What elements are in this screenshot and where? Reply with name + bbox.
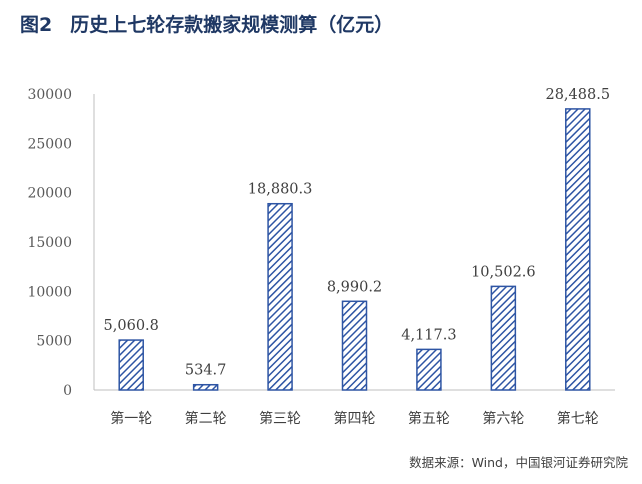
- data-label: 28,488.5: [545, 87, 610, 103]
- y-tick-label: 5000: [36, 334, 72, 350]
- category-label: 第五轮: [408, 410, 450, 427]
- bar: [565, 108, 591, 391]
- data-label: 4,117.3: [401, 327, 456, 343]
- y-tick-label: 20000: [27, 186, 72, 202]
- category-label: 第六轮: [482, 410, 524, 427]
- figure-title-text: 历史上七轮存款搬家规模测算（亿元）: [70, 14, 394, 36]
- bar: [118, 339, 144, 391]
- bar: [341, 300, 368, 391]
- data-label: 5,060.8: [104, 318, 159, 334]
- data-labels: 5,060.8 534.7 18,880.3 8,990.2 4,117.3 10,502…: [104, 87, 611, 379]
- y-tick-label: 0: [63, 383, 72, 399]
- bar: [192, 383, 219, 391]
- source-note: 数据来源：Wind，中国银河证券研究院: [409, 455, 628, 470]
- bar: [416, 348, 442, 391]
- bar: [490, 285, 517, 391]
- data-label: 10,502.6: [471, 264, 536, 280]
- bar: [267, 202, 293, 391]
- category-label: 第七轮: [557, 410, 599, 427]
- data-label: 534.7: [185, 363, 227, 379]
- y-tick-label: 15000: [27, 235, 72, 251]
- data-label: 18,880.3: [248, 182, 313, 198]
- category-labels: 第一轮 第二轮 第三轮 第四轮 第五轮 第六轮 第七轮: [110, 410, 599, 427]
- y-tick-label: 30000: [27, 87, 72, 103]
- category-label: 第三轮: [259, 410, 301, 427]
- y-tick-label: 25000: [27, 136, 72, 152]
- bars: [118, 108, 591, 391]
- category-label: 第一轮: [110, 410, 152, 427]
- y-tick-labels: 0 5000 10000 15000 20000 25000 30000: [27, 87, 72, 399]
- figure-title: 图2 历史上七轮存款搬家规模测算（亿元）: [20, 10, 393, 37]
- data-label: 8,990.2: [327, 279, 382, 295]
- y-tick-label: 10000: [27, 284, 72, 300]
- category-label: 第四轮: [334, 410, 376, 427]
- figure-number: 图2: [20, 14, 53, 36]
- category-label: 第二轮: [185, 410, 227, 427]
